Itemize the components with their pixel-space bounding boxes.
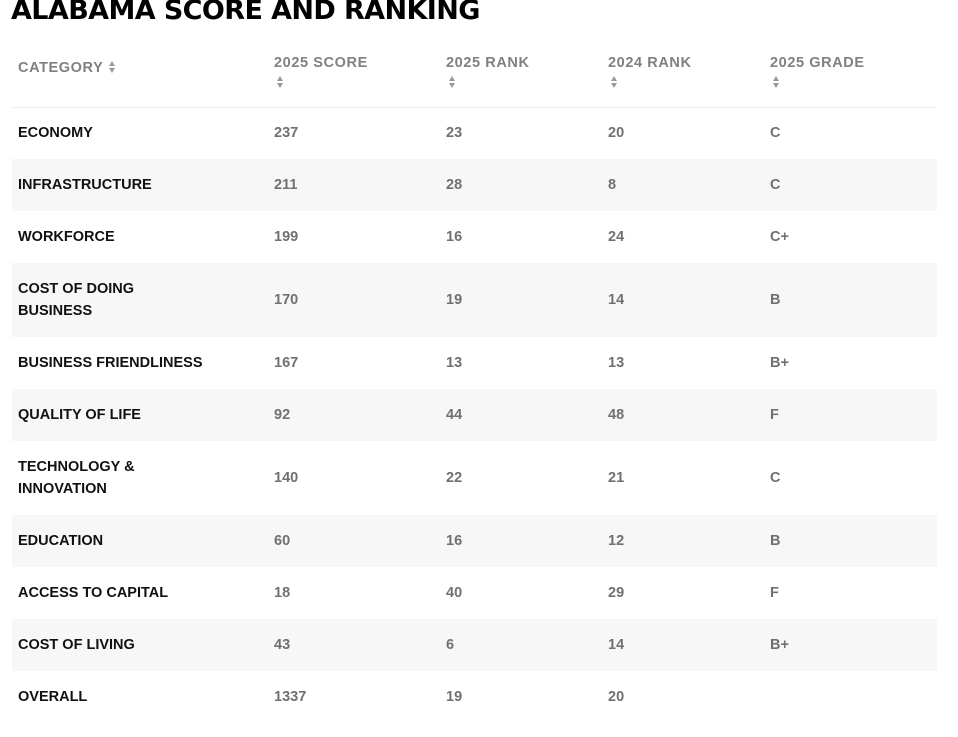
category-text: WORKFORCE [18,229,115,245]
column-header-2025-grade[interactable]: 2025 GRADE [764,30,937,107]
cell-2025-grade: F [770,407,779,423]
cell-2025-score: 167 [274,355,299,371]
column-header-label: 2025 RANK [446,55,530,71]
cell-2025-rank: 13 [446,355,463,371]
cell-category: OVERALL [12,671,268,723]
cell-category: COST OF DOING BUSINESS [12,263,268,337]
sort-arrows-icon[interactable] [611,74,619,90]
cell-2025-score: 211 [274,177,298,193]
table-row: COST OF LIVING 43 6 14 B+ [12,619,937,671]
cell-2025-grade: B+ [770,637,789,653]
cell-category: EDUCATION [12,515,268,567]
cell-2025-score: 199 [274,229,299,245]
table-row: COST OF DOING BUSINESS 170 19 14 B [12,263,937,337]
cell-2024-rank: 13 [608,355,625,371]
table-row: BUSINESS FRIENDLINESS 167 13 13 B+ [12,337,937,389]
sort-arrows-icon[interactable] [277,74,285,90]
column-header-2025-score[interactable]: 2025 SCORE [268,30,440,107]
sort-arrows-icon[interactable] [449,74,457,90]
table-row: EDUCATION 60 16 12 B [12,515,937,567]
cell-category: INFRASTRUCTURE [12,159,268,211]
score-ranking-table: CATEGORY 2025 SCORE 2025 RANK 2024 RANK … [12,30,937,723]
sort-arrows-icon[interactable] [773,74,781,90]
cell-2024-rank: 48 [608,407,625,423]
cell-2025-rank: 23 [446,125,463,142]
cell-2025-grade [764,671,937,723]
category-text: TECHNOLOGY & [18,459,135,475]
header-row: CATEGORY 2025 SCORE 2025 RANK 2024 RANK … [12,30,937,107]
cell-2025-grade: C [770,125,781,142]
category-text: ECONOMY [18,125,93,142]
column-header-label: 2024 RANK [608,55,692,71]
cell-2024-rank: 8 [608,177,617,193]
sort-arrows-icon[interactable] [109,59,117,75]
category-text: ACCESS TO CAPITAL [18,585,169,601]
cell-2025-grade: C+ [770,229,789,245]
column-header-category[interactable]: CATEGORY [12,30,268,107]
cell-2025-grade: C [770,470,781,486]
category-text: COST OF LIVING [18,637,135,653]
table-row: TECHNOLOGY & INNOVATION 140 22 21 C [12,441,937,515]
cell-2025-score: 237 [274,125,299,142]
table-row: WORKFORCE 199 16 24 C+ [12,211,937,263]
cell-2025-rank: 19 [446,292,463,308]
cell-2025-score: 43 [274,637,291,653]
category-text: INNOVATION [18,481,107,497]
category-text: OVERALL [18,689,88,705]
cell-category: BUSINESS FRIENDLINESS [12,337,268,389]
cell-2025-grade: C [770,177,781,193]
column-header-label: 2025 SCORE [274,55,368,71]
table-row: ECONOMY 237 23 20 C [12,107,937,159]
cell-category: QUALITY OF LIFE [12,389,268,441]
cell-category: ACCESS TO CAPITAL [12,567,268,619]
cell-category: TECHNOLOGY & INNOVATION [12,441,268,515]
cell-2024-rank: 14 [608,292,625,308]
cell-2024-rank: 20 [608,689,625,705]
category-text: BUSINESS FRIENDLINESS [18,355,203,371]
cell-2025-rank: 16 [446,533,463,549]
column-header-2025-rank[interactable]: 2025 RANK [440,30,602,107]
cell-category: WORKFORCE [12,211,268,263]
cell-2024-rank: 14 [608,637,625,653]
table-body: ECONOMY 237 23 20 C INFRASTRUCTURE 211 28 8 C WORK… [12,107,937,723]
category-text: INFRASTRUCTURE [18,177,152,193]
cell-2024-rank: 21 [608,470,625,486]
cell-2024-rank: 20 [608,125,625,142]
column-header-label: 2025 GRADE [770,55,865,71]
column-header-2024-rank[interactable]: 2024 RANK [602,30,764,107]
cell-2025-score: 92 [274,407,291,423]
table-row: QUALITY OF LIFE 92 44 48 F [12,389,937,441]
page-title: ALABAMA SCORE AND RANKING [11,0,480,26]
cell-2024-rank: 12 [608,533,625,549]
cell-2025-rank: 6 [446,637,455,653]
cell-2024-rank: 29 [608,585,625,601]
cell-2025-score: 18 [274,585,291,601]
cell-2025-grade: F [770,585,779,601]
table-header: CATEGORY 2025 SCORE 2025 RANK 2024 RANK … [12,30,937,107]
cell-2025-rank: 44 [446,407,463,423]
cell-2025-grade: B+ [770,355,789,371]
cell-2024-rank: 24 [608,229,625,245]
table-row: INFRASTRUCTURE 211 28 8 C [12,159,937,211]
category-text: BUSINESS [18,303,93,319]
category-text: EDUCATION [18,533,104,549]
cell-category: ECONOMY [12,107,268,159]
table-row: OVERALL 1337 19 20 [12,671,937,723]
cell-2025-rank: 16 [446,229,463,245]
cell-2025-rank: 28 [446,177,463,193]
cell-2025-score: 170 [274,292,299,308]
column-header-label: CATEGORY [18,60,104,77]
cell-2025-score: 1337 [274,689,307,705]
category-text: COST OF DOING [18,281,134,297]
cell-2025-score: 60 [274,533,291,549]
cell-2025-grade: B [770,533,781,549]
cell-category: COST OF LIVING [12,619,268,671]
category-text: QUALITY OF LIFE [18,407,141,423]
cell-2025-rank: 22 [446,470,463,486]
cell-2025-rank: 19 [446,689,463,705]
cell-2025-grade: B [770,292,781,308]
cell-2025-rank: 40 [446,585,463,601]
table-row: ACCESS TO CAPITAL 18 40 29 F [12,567,937,619]
cell-2025-score: 140 [274,470,299,486]
